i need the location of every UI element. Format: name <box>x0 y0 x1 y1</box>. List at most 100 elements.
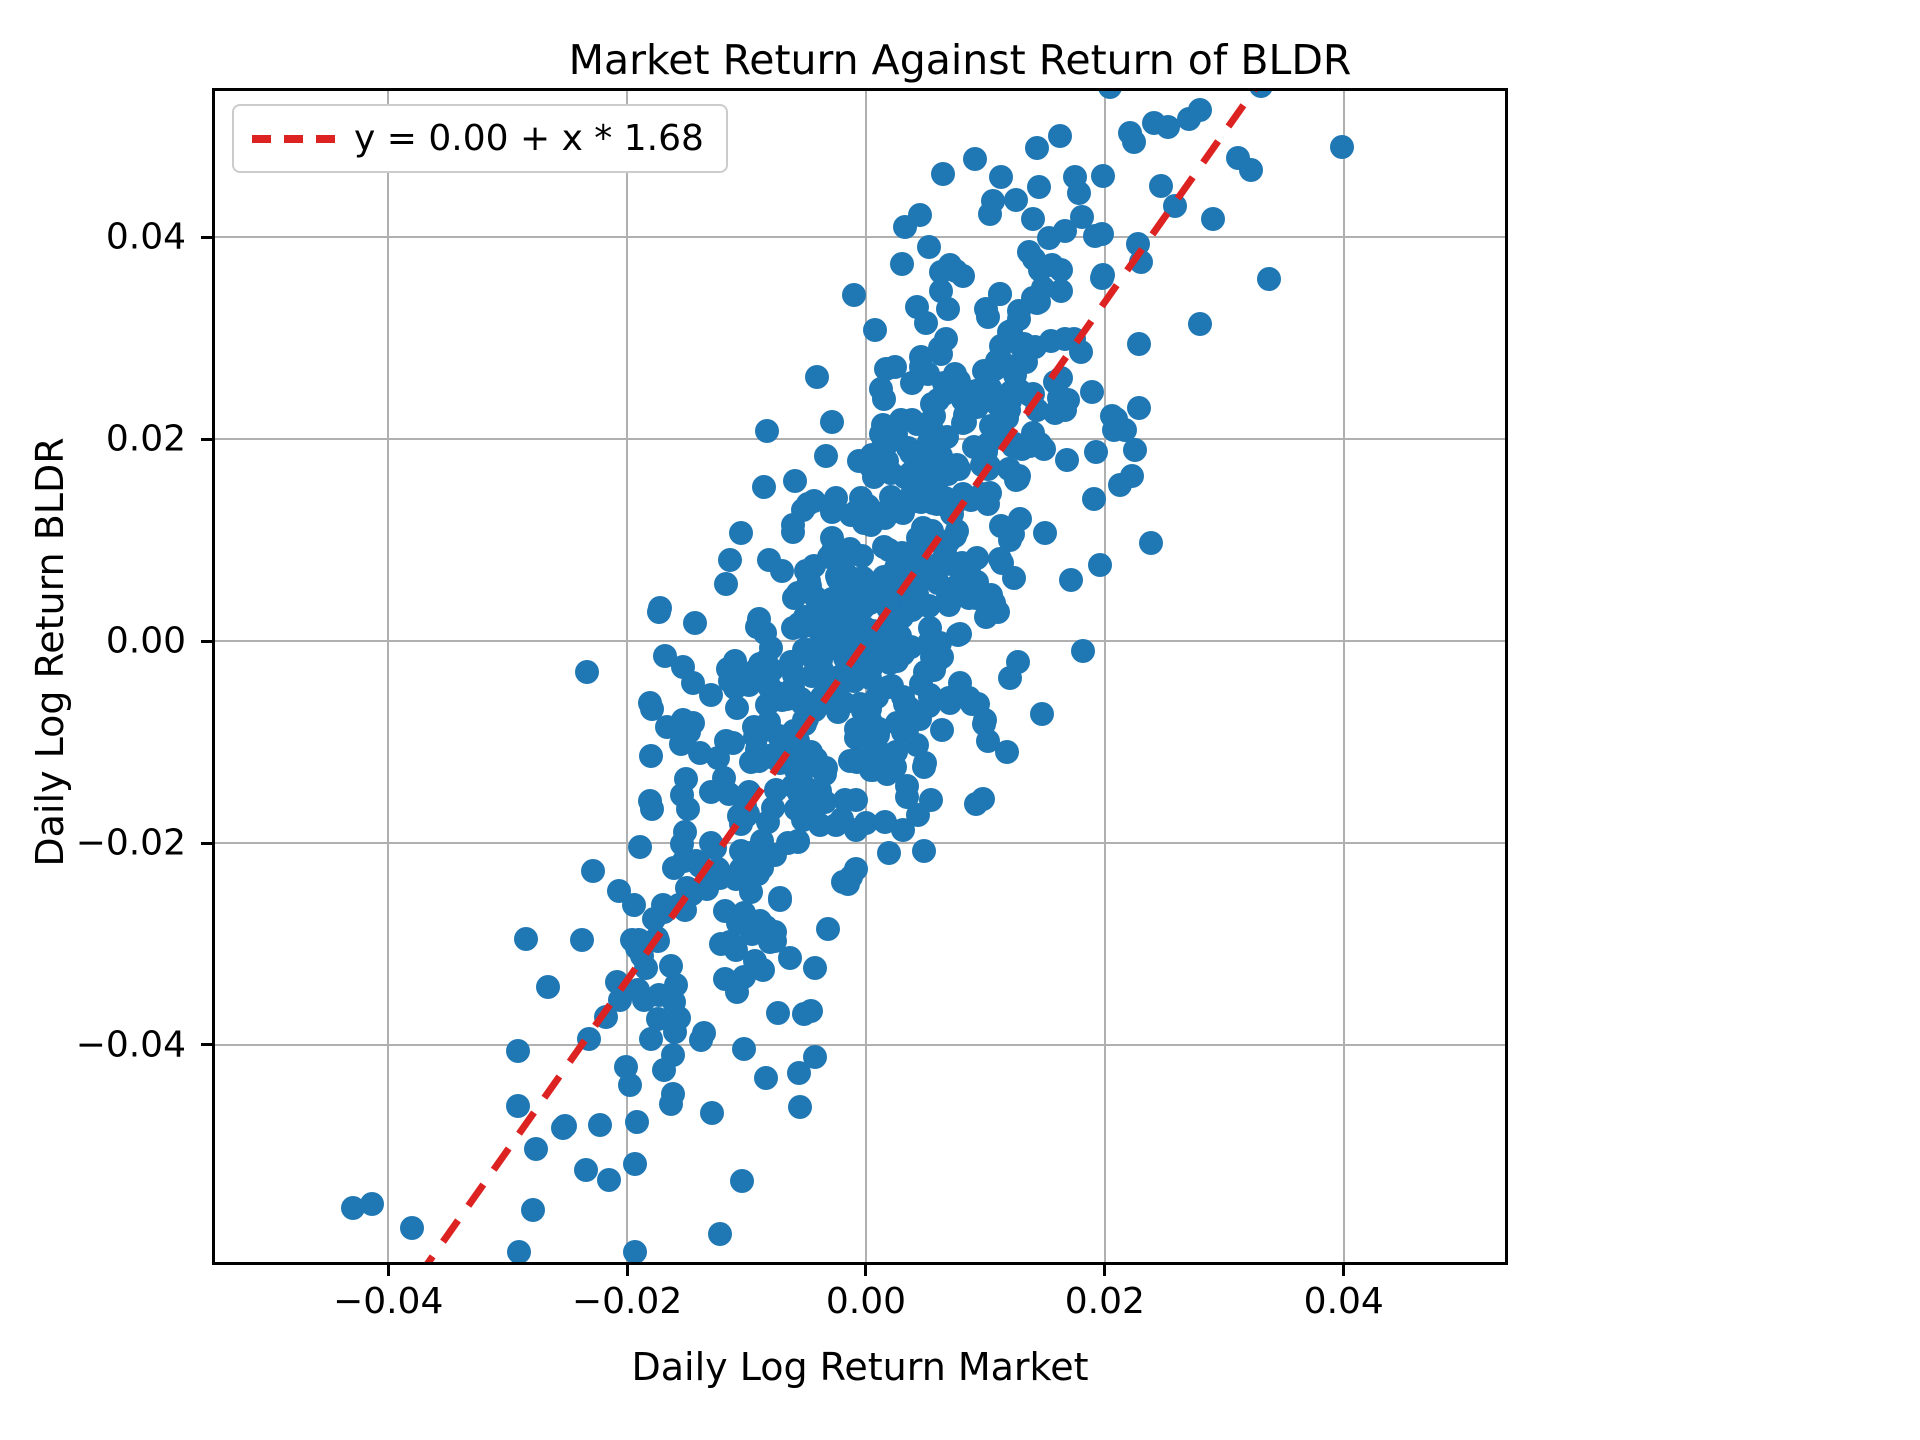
scatter-point <box>781 520 806 545</box>
x-tick-mark <box>625 1265 629 1276</box>
scatter-point <box>929 260 954 285</box>
scatter-point <box>916 594 941 619</box>
scatter-point <box>881 492 906 517</box>
chart-title: Market Return Against Return of BLDR <box>568 36 1352 84</box>
scatter-point <box>918 787 943 812</box>
scatter-point <box>952 402 977 427</box>
scatter-point <box>805 365 830 390</box>
scatter-point <box>851 663 876 688</box>
scatter-point <box>867 717 892 742</box>
scatter-point <box>535 975 560 1000</box>
scatter-point <box>863 740 888 765</box>
scatter-point <box>963 585 988 610</box>
scatter-point <box>1081 486 1106 511</box>
scatter-point <box>1082 224 1107 249</box>
scatter-point <box>948 670 973 695</box>
scatter-point <box>800 663 825 688</box>
scatter-point <box>1059 567 1084 592</box>
scatter-point <box>1032 521 1057 546</box>
scatter-point <box>789 691 814 716</box>
x-tick-label: −0.04 <box>333 1281 444 1322</box>
scatter-point <box>1021 420 1046 445</box>
scatter-point <box>714 571 739 596</box>
scatter-point <box>908 443 933 468</box>
scatter-point <box>895 774 920 798</box>
scatter-point <box>1120 463 1145 488</box>
scatter-point <box>790 737 815 762</box>
scatter-point <box>808 813 833 838</box>
scatter-point <box>1040 252 1065 277</box>
scatter-point <box>865 579 890 604</box>
scatter-point <box>929 717 954 742</box>
scatter-point <box>506 1240 531 1262</box>
scatter-point <box>588 1112 613 1137</box>
scatter-point <box>987 281 1012 306</box>
scatter-point <box>948 622 973 647</box>
scatter-point <box>876 840 901 865</box>
x-tick-mark <box>386 1265 390 1276</box>
scatter-point <box>1070 639 1095 664</box>
y-tick-mark <box>201 437 212 441</box>
scatter-point <box>623 1240 648 1262</box>
scatter-point <box>788 1095 813 1120</box>
y-axis-label: Daily Log Return BLDR <box>28 437 72 867</box>
scatter-point <box>848 691 873 716</box>
scatter-point <box>839 571 864 596</box>
scatter-point <box>884 649 909 674</box>
scatter-point <box>1126 332 1151 357</box>
scatter-point <box>1225 145 1250 170</box>
legend-dashed-line-icon <box>252 134 336 143</box>
y-tick-mark <box>201 841 212 845</box>
scatter-point <box>799 998 824 1023</box>
scatter-point <box>581 858 605 883</box>
scatter-point <box>802 488 827 513</box>
scatter-point <box>513 927 538 952</box>
scatter-point <box>862 317 887 342</box>
scatter-point <box>1083 440 1108 465</box>
scatter-point <box>699 1101 724 1126</box>
scatter-point <box>874 356 899 381</box>
scatter-point <box>597 1167 622 1192</box>
scatter-point <box>647 596 672 621</box>
scatter-point <box>871 435 896 460</box>
scatter-point <box>814 634 839 659</box>
scatter-point <box>759 657 784 682</box>
scatter-point <box>803 956 828 981</box>
gridline-vertical <box>626 91 629 1262</box>
scatter-point <box>984 349 1009 374</box>
scatter-point <box>1329 134 1354 159</box>
scatter-point <box>1047 123 1072 148</box>
scatter-point <box>969 481 994 506</box>
scatter-point <box>520 1198 545 1223</box>
scatter-point <box>1156 115 1181 140</box>
scatter-point <box>917 235 942 260</box>
x-tick-label: −0.02 <box>571 1281 683 1322</box>
x-tick-mark <box>1103 1265 1107 1276</box>
scatter-point <box>935 296 960 321</box>
y-tick-label: 0.02 <box>105 418 186 460</box>
scatter-point <box>803 1045 828 1070</box>
scatter-point <box>1024 135 1049 160</box>
scatter-point <box>723 649 748 674</box>
scatter-point <box>662 856 687 881</box>
scatter-point <box>1091 263 1116 288</box>
scatter-point <box>623 1152 648 1177</box>
scatter-point <box>659 954 684 979</box>
scatter-point <box>871 629 896 654</box>
scatter-point <box>1020 206 1045 231</box>
plot-area <box>212 88 1508 1265</box>
scatter-point <box>400 1216 425 1241</box>
scatter-points-layer <box>215 91 1505 1262</box>
y-tick-label: 0.00 <box>105 620 186 662</box>
scatter-point <box>1003 467 1028 492</box>
scatter-point <box>938 691 963 716</box>
gridline-horizontal <box>215 842 1505 845</box>
scatter-point <box>989 514 1014 539</box>
scatter-point <box>689 1027 714 1052</box>
regression-line <box>424 91 1258 1262</box>
legend: y = 0.00 + x * 1.68 <box>232 104 728 173</box>
scatter-point <box>745 614 770 639</box>
scatter-point <box>751 474 776 499</box>
scatter-point <box>506 1038 531 1063</box>
scatter-point <box>729 520 754 545</box>
